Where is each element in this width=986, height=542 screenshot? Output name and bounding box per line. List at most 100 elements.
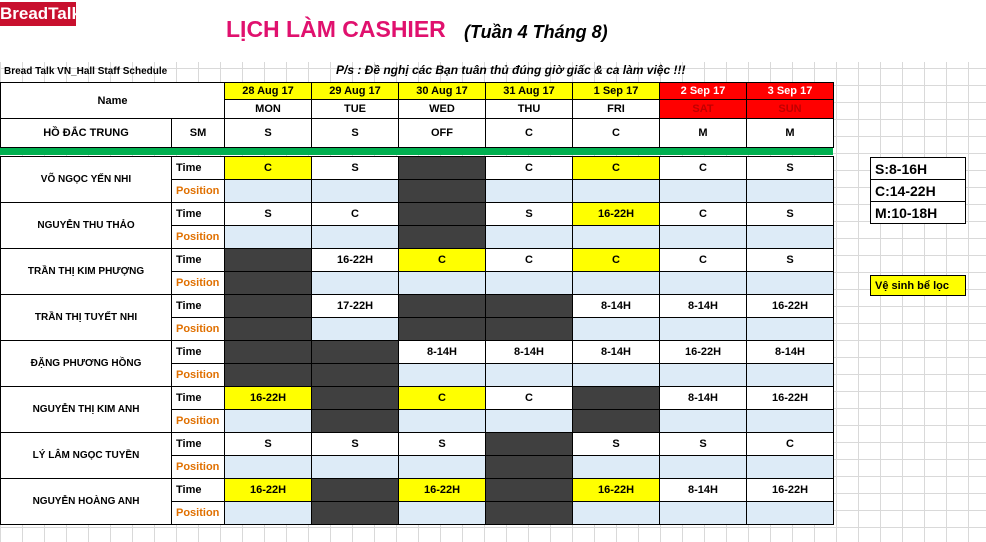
- shift-cell[interactable]: S: [224, 202, 312, 226]
- shift-cell[interactable]: 8-14H: [659, 294, 747, 318]
- page-title: LỊCH LÀM CASHIER: [226, 16, 446, 42]
- shift-cell[interactable]: 16-22H: [398, 478, 486, 502]
- shift-off-cell: [224, 340, 312, 364]
- position-cell[interactable]: [572, 455, 660, 479]
- position-cell[interactable]: [485, 271, 573, 295]
- shift-cell[interactable]: 8-14H: [659, 478, 747, 502]
- position-cell[interactable]: [311, 225, 399, 249]
- shift-cell[interactable]: C: [485, 156, 573, 180]
- position-cell[interactable]: [398, 271, 486, 295]
- position-cell[interactable]: [311, 179, 399, 203]
- shift-cell[interactable]: C: [398, 248, 486, 272]
- position-cell[interactable]: [746, 501, 834, 525]
- shift-cell[interactable]: S: [572, 432, 660, 456]
- position-cell[interactable]: [398, 409, 486, 433]
- position-cell[interactable]: [224, 179, 312, 203]
- position-cell[interactable]: [398, 455, 486, 479]
- position-cell[interactable]: [398, 501, 486, 525]
- position-cell[interactable]: [572, 271, 660, 295]
- date-header: 1 Sep 17: [572, 82, 660, 100]
- shift-cell[interactable]: 8-14H: [398, 340, 486, 364]
- shift-cell[interactable]: C: [572, 248, 660, 272]
- shift-cell[interactable]: 16-22H: [746, 386, 834, 410]
- shift-cell[interactable]: C: [572, 156, 660, 180]
- shift-cell[interactable]: C: [224, 156, 312, 180]
- position-off-cell: [224, 271, 312, 295]
- position-cell[interactable]: [311, 317, 399, 341]
- position-cell[interactable]: [659, 501, 747, 525]
- shift-cell[interactable]: S: [659, 432, 747, 456]
- position-cell[interactable]: [485, 225, 573, 249]
- shift-cell[interactable]: S: [311, 432, 399, 456]
- position-cell[interactable]: [485, 409, 573, 433]
- position-cell[interactable]: [746, 409, 834, 433]
- position-cell[interactable]: [485, 179, 573, 203]
- position-off-cell: [311, 409, 399, 433]
- shift-cell[interactable]: S: [746, 156, 834, 180]
- shift-cell[interactable]: S: [485, 202, 573, 226]
- position-cell[interactable]: [746, 363, 834, 387]
- shift-cell[interactable]: S: [311, 156, 399, 180]
- shift-cell[interactable]: 16-22H: [572, 478, 660, 502]
- position-cell[interactable]: [485, 363, 573, 387]
- shift-cell[interactable]: 16-22H: [572, 202, 660, 226]
- position-cell[interactable]: [659, 409, 747, 433]
- shift-cell[interactable]: 8-14H: [746, 340, 834, 364]
- position-cell[interactable]: [659, 225, 747, 249]
- shift-cell[interactable]: C: [485, 248, 573, 272]
- position-label: Position: [171, 501, 225, 525]
- shift-cell[interactable]: C: [659, 248, 747, 272]
- date-header: 28 Aug 17: [224, 82, 312, 100]
- shift-cell[interactable]: C: [398, 386, 486, 410]
- shift-cell[interactable]: S: [746, 202, 834, 226]
- shift-cell[interactable]: C: [659, 156, 747, 180]
- position-cell[interactable]: [746, 225, 834, 249]
- position-cell[interactable]: [659, 179, 747, 203]
- position-cell[interactable]: [311, 455, 399, 479]
- shift-cell[interactable]: 16-22H: [746, 478, 834, 502]
- position-cell[interactable]: [311, 271, 399, 295]
- position-cell[interactable]: [746, 455, 834, 479]
- shift-cell[interactable]: 8-14H: [572, 294, 660, 318]
- legend-item: S:8-16H: [870, 157, 966, 180]
- shift-cell[interactable]: 16-22H: [224, 478, 312, 502]
- position-cell[interactable]: [224, 455, 312, 479]
- position-cell[interactable]: [224, 225, 312, 249]
- position-cell[interactable]: [746, 271, 834, 295]
- shift-cell[interactable]: 16-22H: [224, 386, 312, 410]
- position-cell[interactable]: [659, 455, 747, 479]
- position-off-cell: [485, 501, 573, 525]
- shift-cell[interactable]: S: [398, 432, 486, 456]
- position-cell[interactable]: [659, 317, 747, 341]
- shift-cell[interactable]: C: [746, 432, 834, 456]
- position-cell[interactable]: [746, 317, 834, 341]
- shift-cell[interactable]: C: [311, 202, 399, 226]
- shift-cell[interactable]: 17-22H: [311, 294, 399, 318]
- position-cell[interactable]: [572, 317, 660, 341]
- shift-cell[interactable]: 16-22H: [746, 294, 834, 318]
- position-cell[interactable]: [746, 179, 834, 203]
- shift-cell[interactable]: 8-14H: [485, 340, 573, 364]
- position-cell[interactable]: [572, 225, 660, 249]
- shift-cell[interactable]: S: [746, 248, 834, 272]
- position-cell[interactable]: [572, 363, 660, 387]
- manager-shift: OFF: [398, 118, 486, 148]
- shift-cell[interactable]: 8-14H: [572, 340, 660, 364]
- shift-cell[interactable]: C: [659, 202, 747, 226]
- position-cell[interactable]: [659, 271, 747, 295]
- position-label: Position: [171, 271, 225, 295]
- shift-cell[interactable]: 16-22H: [311, 248, 399, 272]
- position-label: Position: [171, 179, 225, 203]
- position-cell[interactable]: [572, 501, 660, 525]
- shift-cell[interactable]: 8-14H: [659, 386, 747, 410]
- position-cell[interactable]: [224, 501, 312, 525]
- shift-cell[interactable]: C: [485, 386, 573, 410]
- time-label: Time: [171, 156, 225, 180]
- shift-off-cell: [572, 386, 660, 410]
- position-cell[interactable]: [659, 363, 747, 387]
- position-cell[interactable]: [398, 363, 486, 387]
- position-cell[interactable]: [572, 179, 660, 203]
- shift-cell[interactable]: S: [224, 432, 312, 456]
- position-cell[interactable]: [224, 409, 312, 433]
- shift-cell[interactable]: 16-22H: [659, 340, 747, 364]
